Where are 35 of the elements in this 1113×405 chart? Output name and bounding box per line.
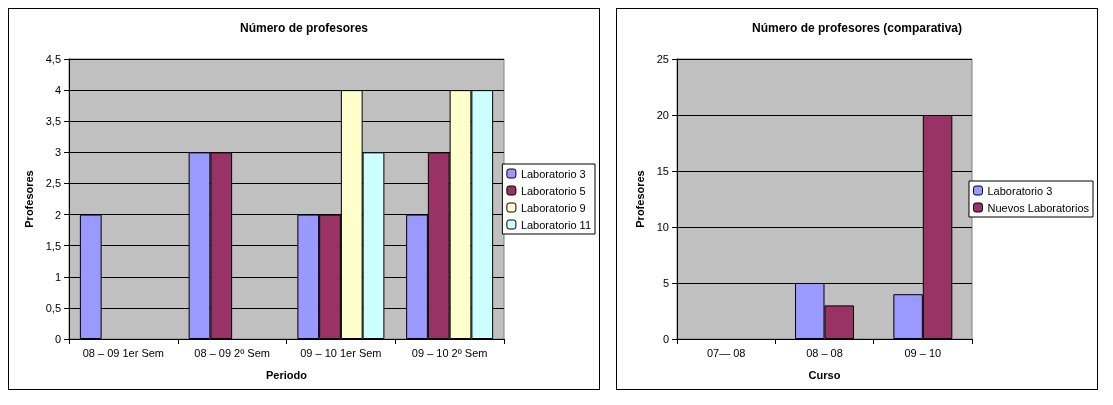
- y-tick-label: 2,5: [45, 177, 61, 190]
- y-tick-label: 0,5: [45, 301, 61, 314]
- y-tick-label: 2: [54, 208, 61, 221]
- y-tick-label: 4: [54, 84, 61, 97]
- y-tick-label: 5: [662, 277, 669, 289]
- legend-label: Laboratorio 9: [520, 201, 586, 214]
- y-tick-label: 1: [54, 270, 61, 283]
- x-tick-label: 09 – 10: [904, 346, 942, 359]
- x-tick-label: 09 – 10 1er Sem: [300, 346, 382, 359]
- y-tick-label: 25: [656, 53, 669, 65]
- y-tick-label: 3: [54, 146, 61, 159]
- x-tick-label: 08 – 08: [806, 346, 843, 359]
- legend-label: Laboratorio 5: [520, 184, 586, 197]
- legend-label: Laboratorio 3: [987, 184, 1053, 197]
- x-axis-title: Curso: [808, 368, 841, 381]
- x-tick-label: 09 – 10 2º Sem: [411, 346, 488, 359]
- x-tick-label: 08 – 09 1er Sem: [82, 346, 165, 359]
- x-tick-label: 08 – 09 2º Sem: [194, 346, 270, 359]
- y-tick-label: 15: [656, 165, 669, 177]
- legend-label: Laboratorio 3: [520, 167, 586, 180]
- legend-label: Nuevos Laboratorios: [987, 201, 1090, 214]
- y-tick-label: 0: [662, 333, 669, 345]
- y-tick-label: 0: [54, 333, 61, 345]
- y-axis-title: Profesores: [633, 170, 646, 228]
- x-axis-title: Periodo: [266, 368, 308, 381]
- x-tick-label: 07— 08: [706, 346, 746, 359]
- chart-title: Número de profesores (comparativa): [751, 21, 963, 35]
- chart-title: Número de profesores: [239, 21, 369, 35]
- y-tick-label: 4,5: [45, 53, 61, 65]
- legend-label: Laboratorio 11: [520, 218, 591, 231]
- y-axis-title: Profesores: [23, 170, 36, 228]
- y-tick-label: 1,5: [45, 239, 61, 252]
- y-tick-label: 20: [656, 109, 669, 121]
- y-tick-label: 3,5: [45, 115, 61, 128]
- y-tick-label: 10: [656, 221, 669, 233]
